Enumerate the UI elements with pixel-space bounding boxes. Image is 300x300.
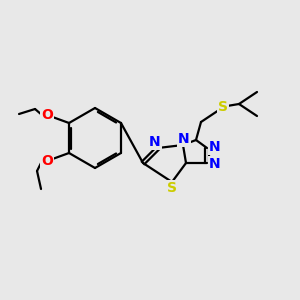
Text: O: O: [41, 154, 53, 168]
Text: N: N: [209, 157, 221, 171]
Text: O: O: [41, 108, 53, 122]
Text: N: N: [149, 135, 161, 149]
Text: S: S: [218, 100, 228, 114]
Text: N: N: [209, 140, 221, 154]
Text: S: S: [167, 181, 177, 195]
Text: N: N: [178, 132, 190, 146]
